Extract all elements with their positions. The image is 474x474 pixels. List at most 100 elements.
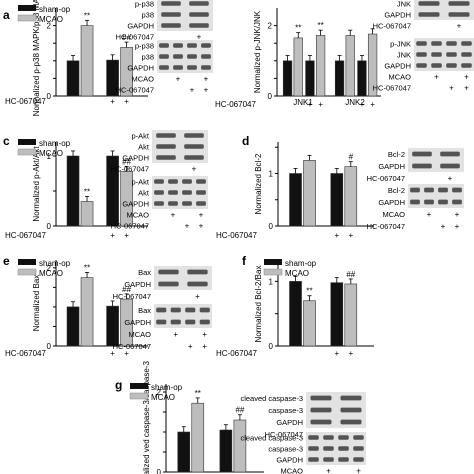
panel-b-blot-0-band bbox=[418, 1, 440, 6]
panel-b-significance-mark: ** bbox=[295, 24, 301, 33]
panel-g-significance-mark: ## bbox=[235, 406, 244, 415]
panel-b-treatment-label: HC-067047 bbox=[215, 100, 256, 109]
panel-a-y-label: Normalized p-p38 MAPK/p38 MAPK bbox=[32, 0, 41, 116]
panel-a-blot-0-sign: + bbox=[197, 32, 202, 41]
panel-c-blot-1-band bbox=[168, 179, 178, 184]
panel-d-blot-1-sign: + bbox=[455, 222, 460, 231]
panel-d-letter: d bbox=[242, 134, 249, 148]
panel-c-blot-0-sign: + bbox=[192, 164, 197, 173]
panel-b-treatment-sign: + bbox=[318, 100, 323, 109]
panel-e-treatment-sign: + bbox=[124, 349, 129, 358]
panel-f-significance-mark: ## bbox=[346, 270, 355, 279]
panel-f-bar-0-2 bbox=[330, 282, 344, 347]
panel-a-legend-sham-swatch bbox=[18, 5, 36, 11]
panel-a-blot-1-band bbox=[173, 65, 183, 70]
panel-b-treatment-sign: + bbox=[360, 100, 365, 109]
panel-f-letter: f bbox=[242, 254, 247, 268]
panel-d-blot-0-band bbox=[412, 163, 432, 169]
panel-e-significance-mark: ** bbox=[84, 263, 90, 272]
panel-c-treatment-label: HC-067047 bbox=[5, 231, 46, 240]
panel-e-blot-0-row-label: GAPDH bbox=[124, 280, 151, 289]
panel-e-blot-1-band bbox=[185, 307, 196, 313]
panel-f-y-tick-label: 0 bbox=[269, 342, 274, 351]
panel-e-blot-0-band bbox=[158, 281, 179, 287]
panel-a-blot-1-band bbox=[173, 43, 183, 48]
panel-g-blot-1-band bbox=[323, 446, 334, 451]
panel-a-blot-0-band bbox=[161, 23, 181, 28]
panel-c-blot-0-band bbox=[156, 155, 176, 160]
panel-c-y-tick-label: 0 bbox=[47, 222, 52, 231]
panel-g-blot-0-band bbox=[340, 395, 362, 401]
panel-a-blot-1-band bbox=[187, 54, 197, 59]
panel-b-blot-1-band bbox=[416, 41, 427, 46]
panel-c-significance-mark: ** bbox=[84, 187, 90, 196]
panel-e-y-label: Normalized Bax bbox=[32, 275, 41, 331]
panel-e-blot-1-row-label: GAPDH bbox=[124, 318, 151, 327]
panel-a-blot-0-row-label: HC-067047 bbox=[116, 32, 154, 41]
panel-d-blot-0-row-label: Bcl-2 bbox=[388, 150, 405, 159]
panel-a-y-tick-label: 2 bbox=[47, 22, 52, 31]
panel-f-y-label: Normalized Bcl-2/Bax bbox=[254, 266, 263, 343]
panel-b-blot-1-row-label: HC-067047 bbox=[373, 83, 411, 92]
panel-g-legend-mcao-label: MCAO bbox=[151, 393, 175, 402]
panel-c-blot-1-band bbox=[182, 190, 192, 195]
panel-a-legend-sham-label: sham-op bbox=[39, 5, 71, 14]
panel-d-blot-0-row-label: GAPDH bbox=[378, 162, 405, 171]
panel-d-blot-1-band bbox=[438, 199, 448, 205]
panel-a-blot-1-row-label: HC-067047 bbox=[116, 85, 154, 94]
panel-d-blot-1-band bbox=[424, 199, 434, 205]
panel-a-blot-1-row-label: p-p38 bbox=[135, 41, 154, 50]
panel-d-blot-1-band bbox=[452, 187, 462, 193]
panel-e-legend-sham-swatch bbox=[18, 259, 36, 265]
panel-a-blot-0-row-label: p-p38 bbox=[135, 0, 154, 8]
panel-g-y-tick-label: 2 bbox=[157, 388, 162, 397]
panel-d-blot-0-band bbox=[412, 151, 432, 157]
panel-f-legend-mcao-label: MCAO bbox=[285, 269, 309, 278]
panel-e-blot-1-row-label: MCAO bbox=[129, 330, 152, 339]
panel-g-bar-0-2 bbox=[219, 429, 233, 473]
panel-g-blot-0-band bbox=[310, 407, 332, 413]
panel-c-blot-1-band bbox=[168, 201, 178, 206]
panel-d-blot-1-band bbox=[452, 199, 462, 205]
panel-g-blot-1-band bbox=[308, 446, 319, 451]
panel-d-blot-1-band bbox=[410, 199, 420, 205]
panel-c-blot-1-band bbox=[182, 201, 192, 206]
panel-b-blot-0-band bbox=[448, 12, 470, 17]
panel-g-legend-mcao-swatch bbox=[129, 392, 149, 400]
panel-e-legend-sham-label: sham-op bbox=[39, 259, 71, 268]
panel-e-treatment-label: HC-067047 bbox=[5, 349, 46, 358]
panel-g-blot-1-sign: + bbox=[326, 466, 331, 474]
panel-d-blot-1-row-label: MCAO bbox=[383, 210, 406, 219]
panel-b-blot-1-band bbox=[416, 63, 427, 68]
panel-b-blot-1-band bbox=[446, 52, 457, 57]
panel-b-y-label: Normalized p-JNK/JNK bbox=[253, 10, 262, 93]
panel-c-blot-0-band bbox=[156, 144, 176, 149]
panel-b-blot-1-sign: + bbox=[449, 83, 454, 92]
panel-b-group-label: JNK2 bbox=[345, 98, 365, 107]
panel-d-blot-0-band bbox=[440, 163, 460, 169]
panel-g-bar-0-0 bbox=[177, 431, 191, 473]
panel-c-blot-1-row-label: GAPDH bbox=[122, 199, 149, 208]
panel-d-significance-mark: # bbox=[349, 153, 354, 162]
panel-g-blot-0-band bbox=[340, 419, 362, 425]
panel-c-blot-1-sign: + bbox=[171, 210, 176, 219]
panel-g-blot-1-band bbox=[338, 446, 349, 451]
panel-b-bar-0-3 bbox=[315, 35, 326, 97]
panel-c-blot-1-band bbox=[154, 201, 164, 206]
panel-g-blot-0-band bbox=[310, 419, 332, 425]
panel-e-blot-1-sign: + bbox=[188, 342, 193, 351]
panel-b-blot-1-band bbox=[461, 52, 472, 57]
panel-e-treatment-sign: + bbox=[110, 349, 115, 358]
panel-e-y-tick-label: 2 bbox=[47, 264, 52, 273]
panel-c-bar-0-0 bbox=[66, 155, 80, 227]
panel-g-legend-sham-swatch bbox=[130, 383, 148, 389]
panel-f-y-tick-label: 1 bbox=[269, 277, 274, 286]
panel-c-blot-1-row-label: HC-067047 bbox=[111, 221, 149, 230]
panel-b-y-tick-label: 0 bbox=[268, 92, 273, 101]
panel-a-legend-mcao-swatch bbox=[17, 14, 37, 22]
panel-c-treatment-sign: + bbox=[124, 231, 129, 240]
panel-b-blot-1-band bbox=[416, 52, 427, 57]
panel-d-blot-1-band bbox=[438, 187, 448, 193]
panel-f-legend-sham-swatch bbox=[264, 259, 282, 265]
panel-g-blot-1-band bbox=[353, 446, 364, 451]
